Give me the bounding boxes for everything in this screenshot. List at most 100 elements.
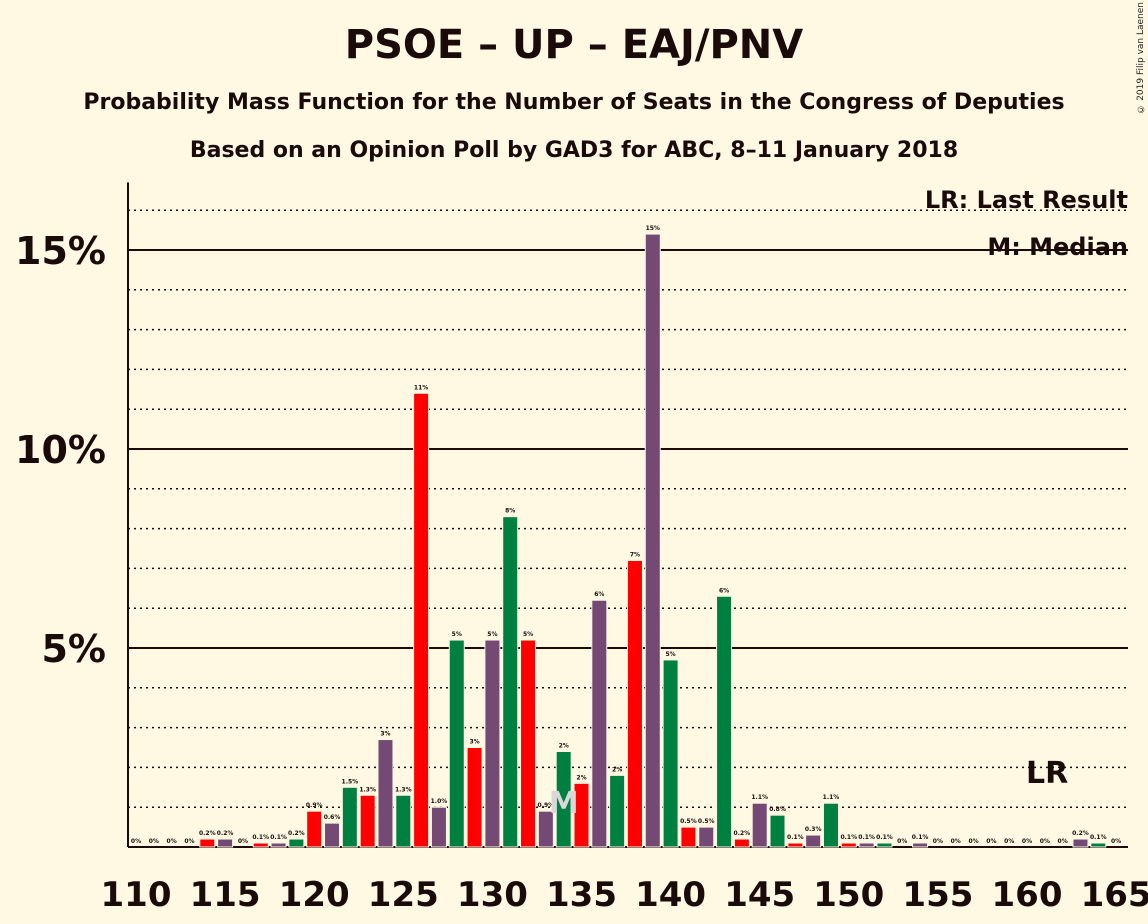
bar-label-143: 6% [719, 587, 729, 594]
bar-label-144: 0.2% [734, 830, 751, 837]
bar-label-158: 0% [986, 838, 996, 845]
y-tick-label: 15% [15, 229, 106, 273]
bar-label-120: 0.9% [306, 802, 323, 809]
bar-label-163: 0.2% [1072, 830, 1089, 837]
bar-label-119: 0.2% [288, 830, 305, 837]
bar-seat-126 [413, 392, 430, 848]
bar-seat-119 [288, 838, 305, 848]
bar-seat-143 [716, 595, 733, 848]
median-marker: M [549, 786, 579, 821]
bar-label-117: 0.1% [252, 834, 269, 841]
bar-label-114: 0.2% [199, 830, 216, 837]
bar-seat-130 [484, 639, 501, 848]
bar-label-145: 1.1% [751, 794, 768, 801]
bar-label-130: 5% [487, 631, 497, 638]
bar-label-116: 0% [238, 838, 248, 845]
bar-seat-148 [805, 834, 822, 848]
bar-label-136: 6% [594, 591, 604, 598]
x-tick-label: 145 [724, 875, 795, 915]
bar-label-142: 0.5% [698, 818, 715, 825]
bar-label-112: 0% [167, 838, 177, 845]
bar-seat-142 [698, 826, 715, 848]
bar-label-128: 5% [452, 631, 462, 638]
bar-seat-118 [270, 842, 287, 848]
bar-label-165: 0% [1111, 838, 1121, 845]
bar-label-123: 1.3% [359, 786, 376, 793]
bar-label-164: 0.1% [1090, 834, 1107, 841]
legend-last-result: LR: Last Result [924, 186, 1128, 214]
bar-seat-150 [840, 842, 857, 848]
bar-seat-144 [733, 838, 750, 848]
chart-title: PSOE – UP – EAJ/PNV [344, 22, 804, 68]
bar-label-159: 0% [1004, 838, 1014, 845]
bar-seat-147 [787, 842, 804, 848]
bar-seat-134 [555, 750, 572, 848]
bar-seat-139 [644, 233, 661, 848]
bar-seat-128 [448, 639, 465, 848]
bar-label-139: 15% [646, 225, 660, 232]
bar-label-147: 0.1% [787, 834, 804, 841]
bar-seat-145 [751, 802, 768, 848]
bar-seat-146 [769, 814, 786, 848]
chart-subtitle: Probability Mass Function for the Number… [83, 90, 1065, 115]
bar-label-126: 11% [414, 384, 428, 391]
bar-label-148: 0.3% [805, 826, 822, 833]
bar-label-135: 2% [576, 774, 586, 781]
bar-label-154: 0.1% [912, 834, 929, 841]
x-tick-label: 130 [457, 875, 528, 915]
x-tick-label: 120 [279, 875, 350, 915]
x-tick-label: 115 [190, 875, 261, 915]
bar-seat-125 [395, 794, 412, 848]
bar-label-133: 0.9% [538, 802, 555, 809]
bar-seat-149 [822, 802, 839, 848]
x-tick-label: 165 [1081, 875, 1148, 915]
y-tick-label: 5% [41, 627, 106, 671]
bar-seat-124 [377, 739, 394, 848]
bar-label-138: 7% [630, 551, 640, 558]
x-tick-label: 140 [635, 875, 706, 915]
bar-label-111: 0% [149, 838, 159, 845]
bar-label-115: 0.2% [217, 830, 234, 837]
bar-label-160: 0% [1022, 838, 1032, 845]
bar-seat-129 [466, 747, 483, 848]
bar-label-151: 0.1% [858, 834, 875, 841]
bar-seat-120 [306, 810, 323, 848]
bar-seat-123 [359, 794, 376, 848]
bar-seat-122 [341, 786, 358, 848]
bar-seat-114 [199, 838, 216, 848]
bar-seat-127 [430, 806, 447, 848]
bar-label-124: 3% [380, 731, 390, 738]
bar-label-149: 1.1% [823, 794, 840, 801]
bar-label-141: 0.5% [680, 818, 697, 825]
bar-label-140: 5% [666, 651, 676, 658]
bar-label-113: 0% [184, 838, 194, 845]
legend-median: M: Median [987, 233, 1128, 261]
bar-seat-117 [252, 842, 269, 848]
bar-label-161: 0% [1040, 838, 1050, 845]
bar-label-131: 8% [505, 508, 515, 515]
bar-label-134: 2% [559, 742, 569, 749]
bar-seat-121 [324, 822, 341, 848]
bar-label-150: 0.1% [840, 834, 857, 841]
x-tick-label: 155 [902, 875, 973, 915]
bar-label-162: 0% [1058, 838, 1068, 845]
bar-seat-154 [912, 842, 929, 848]
bar-label-155: 0% [933, 838, 943, 845]
bar-label-137: 2% [612, 766, 622, 773]
x-tick-label: 160 [992, 875, 1063, 915]
bar-label-125: 1.3% [395, 786, 412, 793]
bar-seat-131 [502, 516, 519, 848]
bar-label-146: 0.8% [769, 806, 786, 813]
bar-label-127: 1.0% [431, 798, 448, 805]
bar-label-156: 0% [951, 838, 961, 845]
bar-seat-164 [1090, 842, 1107, 848]
bar-seat-115 [217, 838, 234, 848]
bar-seat-141 [680, 826, 697, 848]
bar-seat-152 [876, 842, 893, 848]
bar-label-132: 5% [523, 631, 533, 638]
chart-subtitle-source: Based on an Opinion Poll by GAD3 for ABC… [189, 138, 959, 163]
bar-label-110: 0% [131, 838, 141, 845]
x-tick-label: 135 [546, 875, 617, 915]
bar-label-152: 0.1% [876, 834, 893, 841]
